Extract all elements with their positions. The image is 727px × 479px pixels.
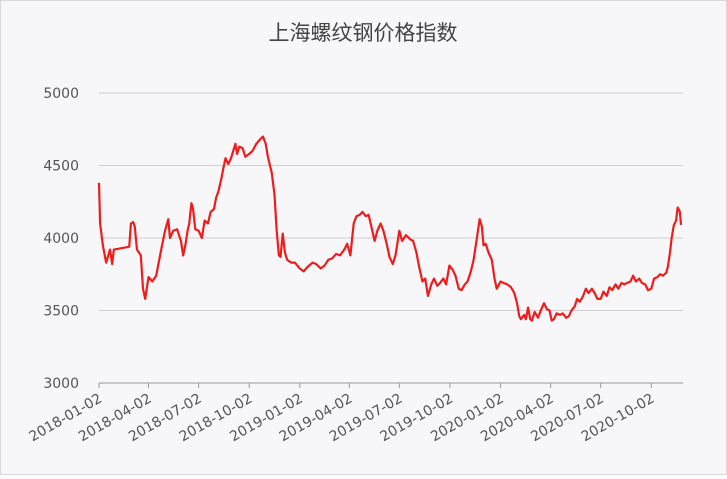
y-tick-label: 3000	[43, 376, 79, 392]
chart-title: 上海螺纹钢价格指数	[269, 21, 458, 45]
y-tick-label: 4000	[43, 231, 79, 247]
y-tick-label: 5000	[43, 86, 79, 102]
y-tick-label: 4500	[43, 159, 79, 175]
price-line	[97, 135, 683, 322]
y-tick-label: 3500	[43, 304, 79, 320]
